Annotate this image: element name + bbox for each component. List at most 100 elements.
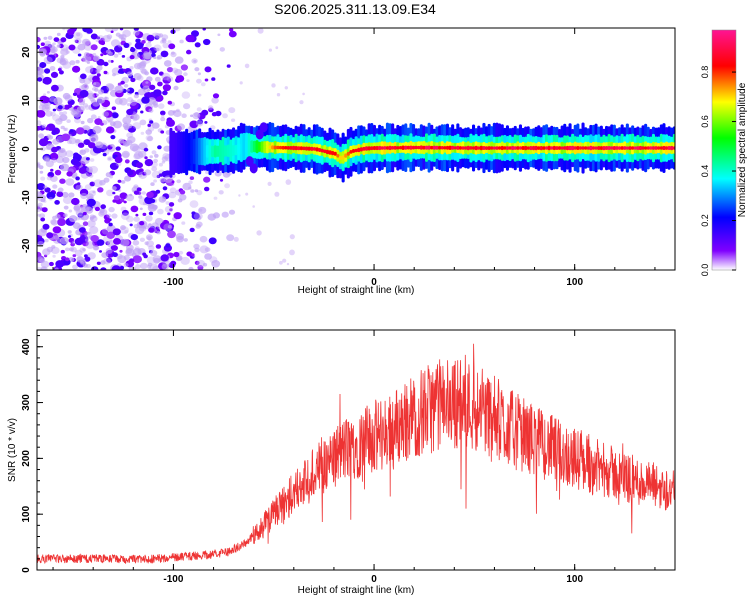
- noise-blob: [106, 257, 113, 263]
- noise-blob: [106, 189, 114, 197]
- noise-blob: [73, 39, 78, 43]
- noise-blob: [89, 216, 94, 221]
- noise-blob: [268, 48, 272, 52]
- noise-blob: [162, 84, 171, 92]
- noise-blob: [89, 226, 99, 235]
- noise-blob: [108, 206, 115, 213]
- ridge-segment: [503, 146, 507, 150]
- ridge-segment: [599, 146, 603, 150]
- ridge-segment: [670, 145, 674, 151]
- noise-blob: [108, 157, 112, 160]
- noise-blob: [161, 37, 167, 42]
- noise-blob: [105, 126, 115, 134]
- noise-blob: [49, 152, 59, 161]
- noise-blob: [144, 71, 150, 76]
- noise-blob: [79, 247, 86, 253]
- ridge-segment: [365, 146, 369, 151]
- noise-blob: [102, 152, 107, 157]
- ridge-segment: [584, 146, 588, 150]
- noise-blob: [132, 122, 142, 130]
- noise-blob: [145, 215, 153, 222]
- noise-blob: [289, 234, 295, 240]
- ridge-segment: [224, 145, 228, 157]
- noise-blob: [133, 93, 139, 99]
- noise-blob: [37, 204, 43, 212]
- noise-blob: [176, 235, 185, 243]
- x-tick-label: 100: [566, 574, 583, 585]
- noise-blob: [193, 59, 197, 63]
- noise-blob: [135, 38, 141, 44]
- ridge-segment: [372, 146, 376, 151]
- noise-blob: [224, 183, 231, 189]
- noise-blob: [56, 32, 61, 37]
- noise-blob: [105, 247, 113, 254]
- noise-blob: [118, 138, 125, 144]
- noise-blob: [133, 184, 139, 189]
- noise-blob: [52, 254, 56, 258]
- noise-blob: [130, 47, 136, 53]
- noise-blob: [167, 40, 172, 44]
- noise-blob: [183, 238, 188, 242]
- ridge-segment: [305, 146, 309, 151]
- noise-blob: [141, 40, 146, 44]
- ridge-segment: [565, 145, 569, 151]
- ridge-segment: [362, 146, 366, 151]
- noise-blob: [105, 49, 111, 54]
- ridge-segment: [221, 144, 225, 158]
- noise-blob: [54, 267, 59, 270]
- ridge-segment: [412, 145, 416, 150]
- ridge-segment: [672, 146, 675, 150]
- noise-blob: [82, 248, 86, 252]
- noise-blob: [133, 216, 140, 222]
- noise-blob: [72, 222, 81, 229]
- noise-blob: [82, 38, 91, 46]
- noise-blob: [124, 175, 132, 182]
- noise-blob: [84, 105, 91, 110]
- noise-blob: [53, 97, 63, 105]
- ridge-segment: [602, 146, 606, 151]
- noise-blob: [82, 103, 89, 108]
- noise-blob: [164, 205, 174, 213]
- noise-blob: [189, 176, 195, 181]
- noise-blob: [135, 162, 143, 169]
- ridge-excursion: [255, 129, 264, 140]
- noise-blob: [43, 56, 53, 65]
- noise-blob: [124, 159, 130, 164]
- ridge-segment: [623, 146, 627, 150]
- ridge-segment: [646, 146, 650, 150]
- noise-blob: [204, 78, 209, 82]
- noise-blob: [299, 100, 304, 105]
- snr-x-axis-label: Height of straight line (km): [298, 585, 415, 596]
- noise-blob: [144, 196, 154, 205]
- noise-blob: [191, 212, 200, 220]
- noise-blob: [125, 248, 133, 254]
- noise-blob: [120, 225, 126, 231]
- noise-blob: [284, 86, 288, 90]
- noise-blob: [231, 118, 236, 122]
- noise-blob: [191, 58, 198, 64]
- noise-blob: [134, 226, 145, 235]
- ridge-segment: [219, 145, 223, 157]
- noise-blob: [46, 232, 54, 239]
- noise-blob: [158, 196, 167, 203]
- noise-blob: [155, 189, 161, 194]
- noise-blob: [153, 158, 159, 163]
- noise-blob: [42, 96, 50, 104]
- noise-blob: [161, 160, 166, 164]
- noise-blob: [170, 51, 177, 58]
- noise-blob: [194, 247, 200, 253]
- ridge-segment: [605, 146, 609, 150]
- noise-blob: [194, 189, 199, 193]
- noise-blob: [62, 156, 70, 164]
- ridge-segment: [513, 146, 517, 150]
- noise-blob: [72, 92, 78, 97]
- noise-blob: [37, 44, 41, 50]
- ridge-segment: [477, 146, 481, 150]
- noise-blob: [202, 28, 206, 31]
- ridge-segment: [211, 145, 215, 158]
- noise-blob: [179, 190, 186, 195]
- ridge-segment: [263, 144, 267, 150]
- ridge-segment: [498, 146, 502, 150]
- noise-blob: [197, 119, 204, 125]
- noise-blob: [170, 260, 177, 266]
